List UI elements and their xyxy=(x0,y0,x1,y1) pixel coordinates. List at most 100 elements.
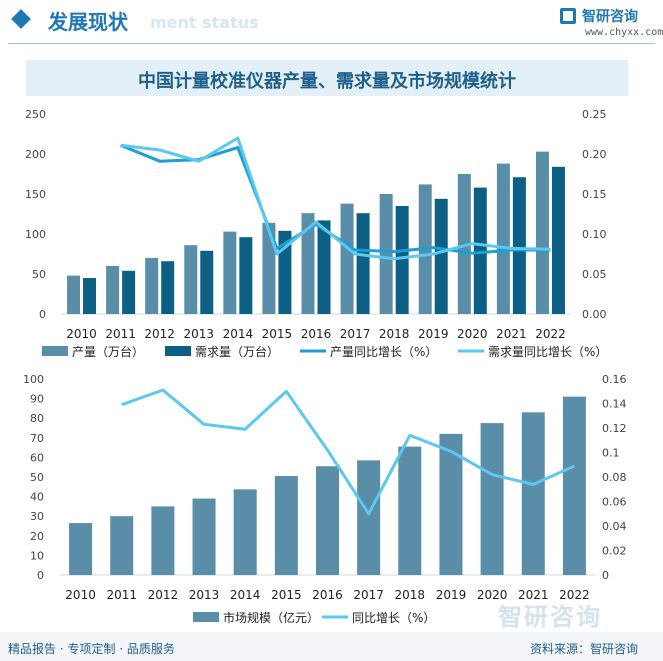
y-left-tick-label: 200 xyxy=(25,148,46,161)
x-tick-label: 2015 xyxy=(271,588,302,602)
bar-b-2014 xyxy=(239,237,253,314)
chart-title: 中国计量校准仪器产量、需求量及市场规模统计 xyxy=(138,71,516,92)
y-left-tick-label: 80 xyxy=(30,412,44,425)
y-left-tick-label: 40 xyxy=(30,491,44,504)
y-right-tick-label: 0.12 xyxy=(602,422,627,435)
bar-a-2012 xyxy=(151,506,175,575)
x-tick-label: 2015 xyxy=(262,327,293,341)
x-tick-label: 2021 xyxy=(518,588,549,602)
bar-a-2018 xyxy=(398,446,422,575)
bar-a-2010 xyxy=(67,275,81,314)
legend-swatch-bar xyxy=(42,346,68,356)
x-tick-label: 2017 xyxy=(353,588,384,602)
bar-a-2020 xyxy=(457,174,471,314)
y-left-tick-label: 100 xyxy=(25,228,46,241)
x-tick-label: 2018 xyxy=(379,327,410,341)
y-right-tick-label: 0.15 xyxy=(582,188,607,201)
x-tick-label: 2010 xyxy=(65,588,96,602)
x-tick-label: 2019 xyxy=(436,588,467,602)
legend-label: 产量同比增长（%） xyxy=(330,345,437,359)
line-series-2 xyxy=(120,136,551,261)
bar-a-2022 xyxy=(562,396,586,575)
x-tick-label: 2014 xyxy=(223,327,254,341)
bar-a-2021 xyxy=(496,163,510,314)
y-left-tick-label: 0 xyxy=(37,569,44,582)
y-left-tick-label: 90 xyxy=(30,393,44,406)
x-tick-label: 2018 xyxy=(395,588,426,602)
y-left-tick-label: 60 xyxy=(30,451,44,464)
bar-b-2010 xyxy=(83,278,97,314)
bar-b-2011 xyxy=(122,270,136,314)
bar-b-2013 xyxy=(200,250,214,314)
y-right-tick-label: 0 xyxy=(602,569,609,582)
bar-b-2017 xyxy=(356,213,370,314)
bar-a-2017 xyxy=(340,203,354,314)
x-tick-label: 2012 xyxy=(144,327,175,341)
header-title: 发展现状 xyxy=(48,10,128,34)
bar-b-2019 xyxy=(434,198,448,314)
bar-b-2022 xyxy=(551,166,565,314)
bar-a-2016 xyxy=(316,466,339,575)
brand-logo-icon xyxy=(560,8,576,24)
bar-b-2020 xyxy=(473,187,487,314)
footer: 精品报告 · 专项定制 · 品质服务 资料来源：智研咨询 xyxy=(0,632,663,661)
x-tick-label: 2020 xyxy=(457,327,488,341)
header-subtitle: ment status xyxy=(150,13,259,32)
y-right-tick-label: 0.06 xyxy=(602,496,627,509)
x-tick-label: 2016 xyxy=(312,588,343,602)
bar-a-2014 xyxy=(233,489,257,575)
y-left-tick-label: 50 xyxy=(30,471,44,484)
brand-name: 智研咨询 xyxy=(582,9,638,25)
y-left-tick-label: 20 xyxy=(30,530,44,543)
y-left-tick-label: 70 xyxy=(30,432,44,445)
bar-a-2015 xyxy=(262,222,276,314)
x-tick-label: 2011 xyxy=(105,327,136,341)
y-left-tick-label: 150 xyxy=(25,188,46,201)
bar-a-2022 xyxy=(535,151,549,314)
header-divider xyxy=(8,43,655,44)
y-right-tick-label: 0.02 xyxy=(602,545,627,558)
footer-slogan: 精品报告 · 专项定制 · 品质服务 xyxy=(8,642,175,656)
bar-a-2018 xyxy=(379,194,393,314)
y-right-tick-label: 0.10 xyxy=(582,228,607,241)
y-right-tick-label: 0.05 xyxy=(582,268,607,281)
legend-label: 同比增长（%） xyxy=(352,611,435,625)
bar-a-2013 xyxy=(184,245,198,314)
bar-a-2017 xyxy=(357,460,381,575)
x-tick-label: 2019 xyxy=(418,327,449,341)
y-right-tick-label: 0.16 xyxy=(602,373,627,386)
y-right-tick-label: 0.1 xyxy=(602,447,620,460)
x-tick-label: 2016 xyxy=(301,327,332,341)
line-series-1 xyxy=(121,388,576,516)
bar-a-2020 xyxy=(480,423,504,575)
y-left-tick-label: 50 xyxy=(32,268,46,281)
legend-label: 市场规模（亿元） xyxy=(223,610,319,625)
y-right-tick-label: 0.08 xyxy=(602,471,627,484)
x-tick-label: 2022 xyxy=(535,327,566,341)
x-tick-label: 2012 xyxy=(148,588,179,602)
bar-a-2019 xyxy=(439,433,463,575)
bar-a-2012 xyxy=(145,258,159,314)
x-tick-label: 2017 xyxy=(340,327,371,341)
bar-b-2021 xyxy=(512,177,526,314)
x-tick-label: 2010 xyxy=(66,327,97,341)
y-left-tick-label: 10 xyxy=(30,549,44,562)
header: ment status 发展现状 智研咨询 www.chyxx.com xyxy=(0,0,663,44)
y-right-tick-label: 0.00 xyxy=(582,308,607,321)
x-tick-label: 2013 xyxy=(189,588,220,602)
bar-a-2011 xyxy=(106,266,120,314)
y-left-tick-label: 0 xyxy=(39,308,46,321)
legend-label: 产量（万台） xyxy=(72,344,144,359)
x-tick-label: 2011 xyxy=(106,588,137,602)
legend-swatch-bar xyxy=(165,346,191,356)
bar-a-2015 xyxy=(274,476,298,575)
legend-swatch-bar xyxy=(193,612,219,622)
y-left-tick-label: 30 xyxy=(30,510,44,523)
bar-b-2012 xyxy=(161,261,175,314)
bar-a-2011 xyxy=(110,516,134,575)
bar-a-2013 xyxy=(192,498,216,575)
legend-label: 需求量同比增长（%） xyxy=(488,345,607,359)
y-right-tick-label: 0.25 xyxy=(582,108,607,121)
x-tick-label: 2013 xyxy=(183,327,214,341)
